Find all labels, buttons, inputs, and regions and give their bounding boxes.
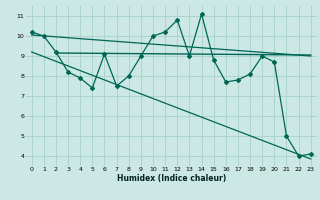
X-axis label: Humidex (Indice chaleur): Humidex (Indice chaleur) bbox=[116, 174, 226, 183]
